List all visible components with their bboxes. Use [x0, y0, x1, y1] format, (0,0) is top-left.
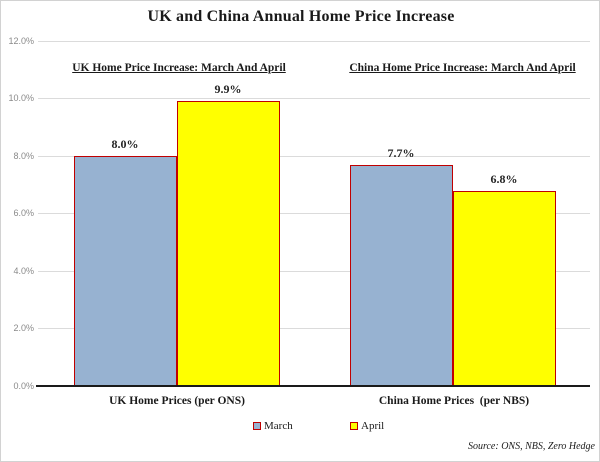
value-label-march-group1: 8.0% — [111, 137, 139, 151]
legend-swatch-march-icon — [253, 422, 261, 430]
legend: March April — [1, 419, 599, 433]
gridline-8.0% — [38, 155, 590, 157]
source-note: Source: ONS, NBS, Zero Hedge — [467, 441, 595, 452]
bar-april-group2 — [452, 190, 556, 387]
bar-march-group2 — [349, 164, 453, 387]
legend-swatch-april-icon — [350, 422, 358, 430]
y-tick-label-2: 4.0% — [13, 265, 34, 276]
gridline-12.0% — [38, 40, 590, 42]
bar-april-group1 — [176, 101, 280, 387]
legend-label-april: April — [361, 420, 385, 432]
value-label-april-group1: 9.9% — [214, 82, 242, 97]
gridline-4.0% — [38, 270, 590, 272]
y-tick-label-0: 0.0% — [13, 380, 34, 391]
value-label-march-group2: 7.7% — [387, 145, 415, 160]
y-tick-label-3: 6.0% — [13, 208, 34, 218]
y-tick-label-4: 8.0% — [13, 150, 34, 161]
bar-march-group1 — [73, 156, 177, 387]
category-label-uk: UK Home Prices (per ONS) — [109, 395, 245, 407]
legend-item-april: April — [350, 419, 384, 433]
y-tick-label-6: 12.0% — [8, 35, 34, 46]
legend-item-march: March — [253, 419, 293, 433]
y-tick-label-1: 2.0% — [13, 323, 34, 333]
chart-title: UK and China Annual Home Price Increase — [147, 8, 455, 25]
legend-label-march: March — [264, 420, 293, 432]
x-axis-line — [36, 385, 590, 387]
gridline-2.0% — [38, 328, 590, 329]
gridline-6.0% — [38, 213, 590, 214]
gridline-10.0% — [38, 98, 590, 99]
uk-group-subtitle: UK Home Price Increase: March And April — [72, 62, 286, 74]
value-label-april-group2: 6.8% — [490, 171, 518, 186]
china-group-subtitle: China Home Price Increase: March And Apr… — [349, 62, 576, 74]
y-tick-label-5: 10.0% — [8, 93, 34, 103]
category-label-china: China Home Prices (per NBS) — [378, 395, 530, 407]
